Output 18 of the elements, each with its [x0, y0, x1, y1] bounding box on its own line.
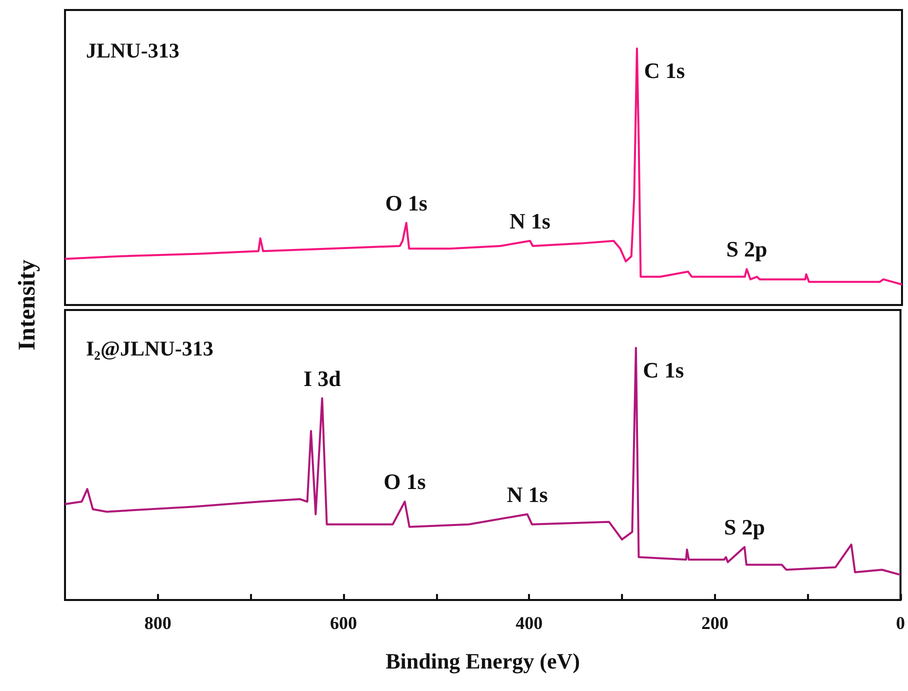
x-tick-label: 600 — [330, 613, 357, 633]
annotation: C 1s — [642, 357, 684, 382]
annotation: O 1s — [385, 190, 428, 216]
x-tick-label: 200 — [701, 613, 728, 633]
annotation: S 2p — [724, 514, 766, 540]
chart-title: I₂@JLNU-313 — [86, 336, 214, 360]
annotation: S 2p — [726, 236, 768, 262]
chart-title: JLNU-313 — [86, 38, 180, 62]
annotation: I 3d — [304, 366, 341, 391]
annotation: O 1s — [384, 469, 426, 494]
x-tick-label: 800 — [144, 613, 172, 633]
x-tick-label: 400 — [516, 613, 543, 633]
annotation: N 1s — [506, 482, 548, 507]
x-axis-title: Binding Energy (eV) — [386, 648, 580, 674]
x-tick-label: 0 — [896, 613, 905, 633]
annotation: N 1s — [510, 208, 551, 234]
annotation: C 1s — [644, 58, 686, 83]
y-axis-title: Intensity — [14, 260, 42, 350]
